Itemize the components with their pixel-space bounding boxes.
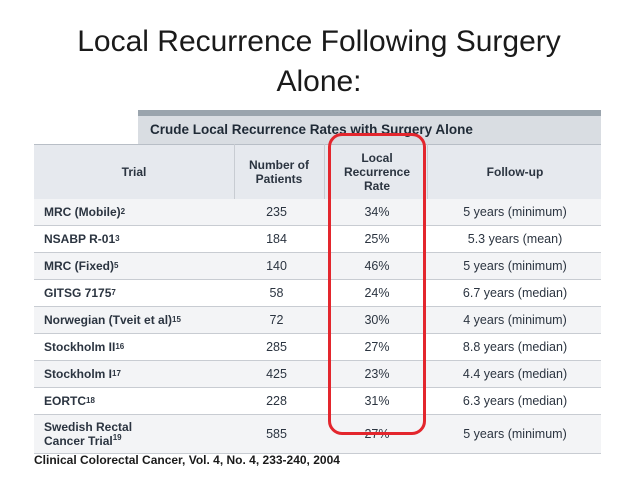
trial-label: Stockholm I [44, 367, 113, 381]
trial-name: Norwegian (Tveit et al) 15 [44, 313, 181, 327]
recurrence-rate: 27% [364, 340, 390, 354]
recurrence-rate: 31% [364, 394, 390, 408]
recurrence-rate: 23% [364, 367, 390, 381]
followup-duration: 4.4 years (median) [462, 367, 568, 381]
trial-name: MRC (Mobile) 2 [44, 205, 126, 219]
followup-duration: 6.3 years (median) [462, 394, 568, 408]
patients-count: 585 [266, 427, 287, 441]
trial-name: EORTC 18 [44, 394, 95, 408]
table-row: Stockholm II 16 285 27% 8.8 years (median… [34, 334, 601, 361]
followup-duration: 5 years (minimum) [463, 205, 567, 219]
recurrence-rate: 25% [364, 232, 390, 246]
trial-name: GITSG 7175 7 [44, 286, 116, 300]
header-patients-line2: Patients [255, 172, 303, 186]
patients-count: 228 [266, 394, 287, 408]
table-row: NSABP R-01 3 184 25% 5.3 years (mean) [34, 226, 601, 253]
title-line-2: Alone: [276, 65, 362, 98]
followup-duration: 5.3 years (mean) [467, 232, 563, 246]
followup-duration: 8.8 years (median) [462, 340, 568, 354]
header-patients-line1: Number of [249, 158, 309, 172]
trial-label: GITSG 7175 [44, 286, 112, 300]
patients-count: 425 [266, 367, 287, 381]
trial-ref: 19 [112, 433, 122, 442]
table-row: MRC (Fixed) 5 140 46% 5 years (minimum) [34, 253, 601, 280]
header-trial-label: Trial [121, 165, 147, 179]
trial-label-line1: Swedish Rectal [44, 420, 133, 434]
recurrence-table: Crude Local Recurrence Rates with Surger… [34, 110, 601, 454]
table-row: Swedish Rectal Cancer Trial19 585 27% 5 … [34, 415, 601, 454]
trial-name: MRC (Fixed) 5 [44, 259, 119, 273]
slide-title: Local Recurrence Following Surgery Alone… [20, 22, 618, 102]
patients-count: 140 [266, 259, 287, 273]
trial-label-line2: Cancer Trial [44, 434, 113, 448]
citation: Clinical Colorectal Cancer, Vol. 4, No. … [34, 453, 340, 467]
header-followup-label: Follow-up [486, 165, 544, 179]
trial-label: Norwegian (Tveit et al) [44, 313, 173, 327]
trial-label: MRC (Fixed) [44, 259, 114, 273]
recurrence-rate: 46% [364, 259, 390, 273]
table-body: MRC (Mobile) 2 235 34% 5 years (minimum) … [34, 199, 601, 454]
table-caption: Crude Local Recurrence Rates with Surger… [138, 116, 601, 144]
followup-duration: 5 years (minimum) [463, 259, 567, 273]
patients-count: 72 [269, 313, 284, 327]
patients-count: 285 [266, 340, 287, 354]
trial-label: Stockholm II [44, 340, 116, 354]
followup-duration: 5 years (minimum) [463, 427, 567, 441]
header-rate: Local Recurrence Rate [327, 145, 427, 199]
patients-count: 235 [266, 205, 287, 219]
table-corner-patch [34, 110, 138, 148]
trial-name: Stockholm I 17 [44, 367, 121, 381]
trial-label: EORTC [44, 394, 86, 408]
recurrence-rate: 30% [364, 313, 390, 327]
patients-count: 184 [266, 232, 287, 246]
table-row: GITSG 7175 7 58 24% 6.7 years (median) [34, 280, 601, 307]
header-rate-line3: Rate [363, 179, 390, 193]
recurrence-rate-highlight [328, 133, 426, 435]
table-row: Norwegian (Tveit et al) 15 72 30% 4 years… [34, 307, 601, 334]
header-trial: Trial [34, 145, 234, 199]
header-rate-line2: Recurrence [343, 165, 411, 179]
table-header-row: Trial Number of Patients Local Recurrenc… [34, 144, 601, 200]
table-top-border [34, 110, 601, 118]
header-rate-line1: Local [361, 151, 393, 165]
trial-name: Swedish Rectal Cancer Trial19 [44, 415, 244, 453]
recurrence-rate: 24% [364, 286, 390, 300]
patients-count: 58 [269, 286, 284, 300]
table-row: MRC (Mobile) 2 235 34% 5 years (minimum) [34, 199, 601, 226]
recurrence-rate: 34% [364, 205, 390, 219]
trial-label: MRC (Mobile) [44, 205, 121, 219]
table-row: EORTC 18 228 31% 6.3 years (median) [34, 388, 601, 415]
header-patients: Number of Patients [234, 145, 324, 199]
title-line-1: Local Recurrence Following Surgery [77, 25, 561, 58]
followup-duration: 6.7 years (median) [462, 286, 568, 300]
table-row: Stockholm I 17 425 23% 4.4 years (median) [34, 361, 601, 388]
followup-duration: 4 years (minimum) [463, 313, 567, 327]
trial-label: NSABP R-01 [44, 232, 116, 246]
trial-name: NSABP R-01 3 [44, 232, 120, 246]
header-followup: Follow-up [429, 145, 601, 199]
trial-name: Stockholm II 16 [44, 340, 125, 354]
